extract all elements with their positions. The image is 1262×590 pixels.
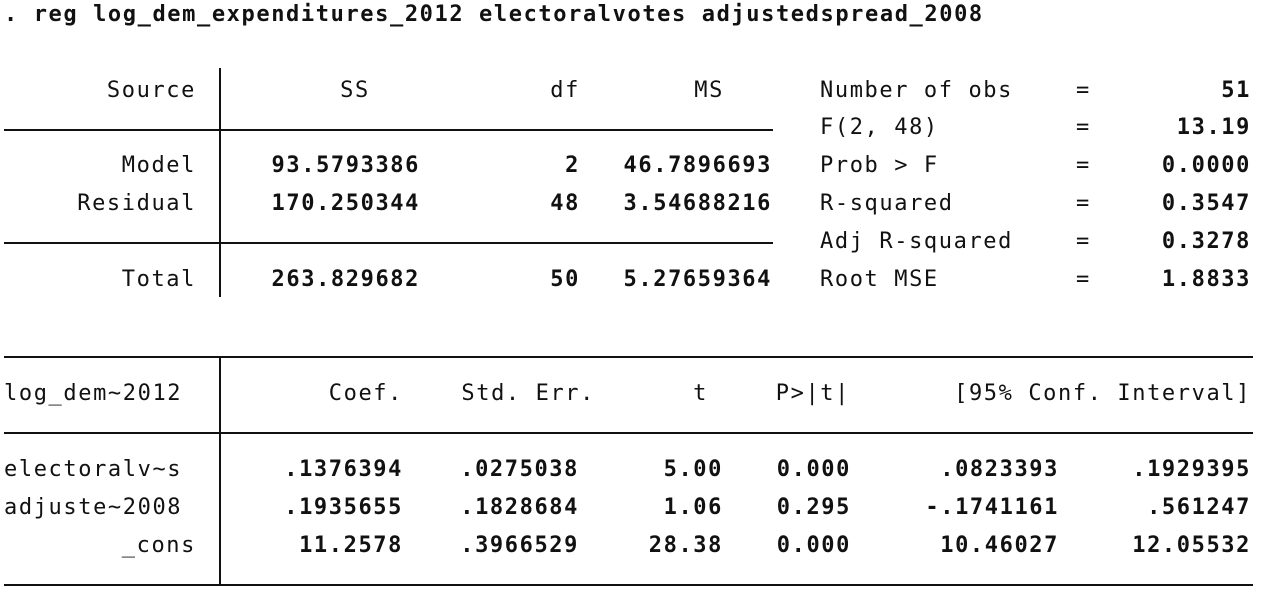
- anova-header-rule: [4, 129, 773, 131]
- stat-label: Number of obs: [820, 78, 1013, 103]
- coef-value: .1935655: [284, 495, 403, 520]
- coef-header-coef: Coef.: [328, 381, 403, 406]
- coef-t: 5.00: [663, 457, 723, 482]
- anova-header-df: df: [550, 78, 580, 103]
- coef-ci-low: 10.46027: [940, 533, 1059, 558]
- stat-label: Adj R-squared: [820, 229, 1013, 254]
- coef-header-se: Std. Err.: [461, 381, 595, 406]
- anova-ms: 5.27659364: [623, 267, 772, 292]
- coef-ci-high: .561247: [1147, 495, 1251, 520]
- anova-df: 48: [550, 191, 580, 216]
- coef-top-rule: [4, 356, 1253, 358]
- anova-header-ms: MS: [694, 78, 724, 103]
- stat-value: 0.3547: [1161, 191, 1251, 216]
- stat-equals: =: [1076, 229, 1091, 254]
- stat-value: 51: [1221, 78, 1251, 103]
- anova-source: Residual: [77, 191, 196, 216]
- coef-var: adjuste~2008: [4, 495, 183, 520]
- coef-value: 11.2578: [299, 533, 403, 558]
- anova-ms: 3.54688216: [623, 191, 772, 216]
- stat-label: Root MSE: [820, 267, 939, 292]
- coef-header-depvar: log_dem~2012: [4, 381, 183, 406]
- coef-header-p: P>|t|: [775, 381, 850, 406]
- coef-ci-low: .0823393: [940, 457, 1059, 482]
- stat-equals: =: [1076, 191, 1091, 216]
- coef-p: 0.295: [776, 495, 851, 520]
- anova-ss: 263.829682: [271, 267, 420, 292]
- coef-value: .1376394: [284, 457, 403, 482]
- stat-value: 13.19: [1176, 115, 1251, 140]
- coef-t: 1.06: [663, 495, 723, 520]
- coef-se: .0275038: [460, 457, 579, 482]
- stat-label: Prob > F: [820, 153, 939, 178]
- coef-ci-high: 12.05532: [1132, 533, 1251, 558]
- stat-value: 0.0000: [1161, 153, 1251, 178]
- coef-p: 0.000: [776, 533, 851, 558]
- anova-header-source: Source: [106, 78, 196, 103]
- anova-vertical-rule: [219, 68, 221, 297]
- anova-df: 50: [550, 267, 580, 292]
- coef-ci-low: -.1741161: [925, 495, 1059, 520]
- stat-label: F(2, 48): [820, 115, 939, 140]
- stat-equals: =: [1076, 78, 1091, 103]
- coef-var: electoralv~s: [4, 457, 183, 482]
- anova-source: Total: [121, 267, 196, 292]
- anova-total-rule: [4, 242, 773, 244]
- coef-header-rule: [4, 432, 1253, 434]
- anova-ss: 93.5793386: [271, 153, 420, 178]
- stat-equals: =: [1076, 153, 1091, 178]
- coef-bottom-rule: [4, 584, 1253, 586]
- anova-ss: 170.250344: [271, 191, 420, 216]
- coef-p: 0.000: [776, 457, 851, 482]
- coef-vertical-rule: [219, 357, 221, 585]
- coef-header-ci: [95% Conf. Interval]: [954, 381, 1251, 406]
- stat-equals: =: [1076, 115, 1091, 140]
- anova-source: Model: [121, 153, 196, 178]
- anova-df: 2: [565, 153, 580, 178]
- stat-value: 0.3278: [1161, 229, 1251, 254]
- anova-header-ss: SS: [340, 78, 370, 103]
- command-line: . reg log_dem_expenditures_2012 electora…: [4, 2, 984, 27]
- stat-equals: =: [1076, 267, 1091, 292]
- stat-label: R-squared: [820, 191, 954, 216]
- coef-ci-high: .1929395: [1132, 457, 1251, 482]
- coef-t: 28.38: [648, 533, 723, 558]
- anova-ms: 46.7896693: [623, 153, 772, 178]
- coef-header-t: t: [693, 381, 708, 406]
- coef-var: _cons: [121, 533, 196, 558]
- stat-value: 1.8833: [1161, 267, 1251, 292]
- coef-se: .3966529: [460, 533, 579, 558]
- coef-se: .1828684: [460, 495, 579, 520]
